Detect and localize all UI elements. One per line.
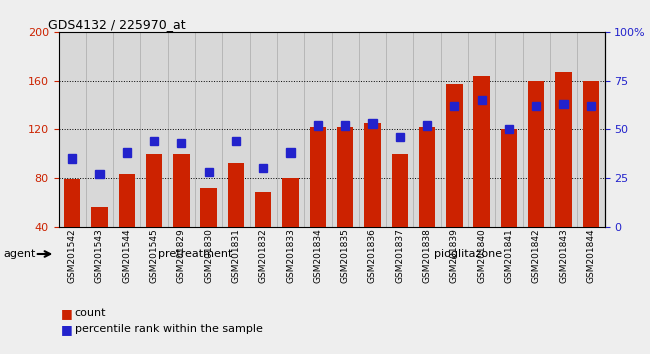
Bar: [277, 32, 304, 227]
Bar: [150, 137, 158, 145]
Bar: [419, 127, 436, 227]
Bar: [413, 32, 441, 227]
Bar: [560, 99, 567, 108]
Bar: [337, 127, 354, 227]
Bar: [587, 102, 595, 110]
Bar: [118, 174, 135, 227]
Bar: [123, 148, 131, 157]
Text: pretreatment: pretreatment: [158, 249, 232, 259]
Bar: [309, 127, 326, 227]
Text: ■: ■: [60, 307, 72, 320]
Bar: [287, 148, 294, 157]
Bar: [396, 133, 404, 141]
Bar: [255, 193, 272, 227]
Bar: [500, 129, 517, 227]
Bar: [259, 164, 267, 172]
Bar: [478, 96, 486, 104]
Bar: [369, 119, 376, 128]
Bar: [550, 32, 577, 227]
Bar: [386, 32, 413, 227]
Text: agent: agent: [3, 249, 36, 259]
Bar: [113, 32, 140, 227]
Bar: [140, 32, 168, 227]
Bar: [168, 32, 195, 227]
Bar: [91, 207, 108, 227]
Bar: [232, 137, 240, 145]
Bar: [523, 32, 550, 227]
Bar: [64, 179, 81, 227]
Text: pioglitazone: pioglitazone: [434, 249, 502, 259]
Bar: [314, 121, 322, 130]
Bar: [250, 32, 277, 227]
Bar: [341, 121, 349, 130]
Bar: [364, 123, 381, 227]
Bar: [359, 32, 386, 227]
Bar: [505, 125, 513, 133]
Bar: [468, 32, 495, 227]
Bar: [304, 32, 332, 227]
Text: count: count: [75, 308, 106, 318]
Text: percentile rank within the sample: percentile rank within the sample: [75, 324, 263, 334]
Bar: [441, 32, 468, 227]
Bar: [495, 32, 523, 227]
Bar: [332, 32, 359, 227]
Text: ■: ■: [60, 323, 72, 336]
Bar: [391, 154, 408, 227]
Bar: [555, 72, 572, 227]
Bar: [58, 32, 86, 227]
Text: GDS4132 / 225970_at: GDS4132 / 225970_at: [47, 18, 185, 31]
Bar: [582, 81, 599, 227]
Bar: [200, 188, 217, 227]
Bar: [528, 81, 545, 227]
Bar: [86, 32, 113, 227]
Bar: [227, 163, 244, 227]
Bar: [450, 102, 458, 110]
Bar: [68, 154, 76, 163]
Bar: [282, 178, 299, 227]
Bar: [222, 32, 250, 227]
Bar: [177, 138, 185, 147]
Bar: [532, 102, 540, 110]
Bar: [173, 154, 190, 227]
Bar: [146, 154, 162, 227]
Bar: [423, 121, 431, 130]
Bar: [577, 32, 605, 227]
Bar: [473, 76, 490, 227]
Bar: [446, 84, 463, 227]
Bar: [205, 168, 213, 176]
Bar: [96, 170, 103, 178]
Bar: [195, 32, 222, 227]
